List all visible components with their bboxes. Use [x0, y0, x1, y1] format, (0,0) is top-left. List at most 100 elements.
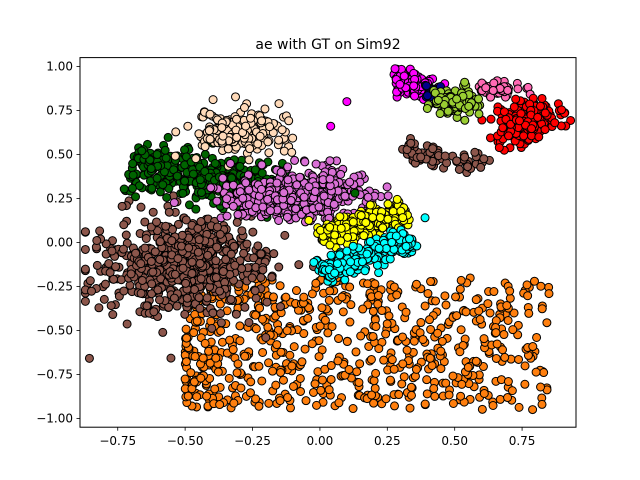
data-point: [440, 151, 450, 161]
data-point: [228, 201, 238, 211]
data-point: [163, 132, 173, 142]
data-point: [137, 146, 147, 156]
data-point: [136, 202, 146, 212]
data-point: [491, 353, 501, 363]
data-point: [216, 326, 226, 336]
data-point: [405, 403, 415, 413]
data-point: [368, 331, 378, 341]
data-point: [539, 368, 549, 378]
data-point: [177, 230, 187, 240]
data-point: [131, 248, 141, 258]
data-point: [246, 377, 256, 387]
data-point: [471, 356, 481, 366]
data-point: [122, 319, 132, 329]
data-point: [503, 393, 513, 403]
data-point: [203, 250, 213, 260]
data-point: [464, 101, 474, 111]
data-point: [528, 405, 538, 415]
data-point: [500, 352, 510, 362]
data-point: [333, 356, 343, 366]
data-point: [383, 199, 393, 209]
data-point: [239, 248, 249, 258]
data-point: [216, 308, 226, 318]
data-point: [406, 138, 416, 148]
data-point: [532, 332, 542, 342]
data-point: [140, 243, 150, 253]
data-point: [361, 218, 371, 228]
data-point: [335, 212, 345, 222]
data-point: [433, 328, 443, 338]
x-tick-label: −0.25: [234, 434, 271, 448]
data-point: [457, 379, 467, 389]
data-point: [524, 308, 534, 318]
data-point: [282, 212, 292, 222]
data-point: [492, 339, 502, 349]
data-point: [373, 299, 383, 309]
data-point: [208, 308, 218, 318]
data-point: [534, 132, 544, 142]
data-point: [80, 244, 90, 254]
data-point: [180, 309, 190, 319]
data-point: [189, 285, 199, 295]
data-point: [397, 379, 407, 389]
data-point: [274, 135, 284, 145]
data-point: [178, 188, 188, 198]
data-point: [390, 64, 400, 74]
data-point: [137, 275, 147, 285]
data-point: [368, 213, 378, 223]
data-point: [334, 398, 344, 408]
data-point: [118, 244, 128, 254]
data-point: [398, 213, 408, 223]
data-point: [312, 400, 322, 410]
data-point: [513, 84, 523, 94]
y-tick-label: 0.25: [46, 191, 73, 205]
data-point: [529, 276, 539, 286]
data-point: [172, 301, 182, 311]
data-point: [275, 396, 285, 406]
data-point: [519, 131, 529, 141]
data-point: [254, 401, 264, 411]
data-point: [460, 77, 470, 87]
data-point: [136, 288, 146, 298]
data-point: [195, 259, 205, 269]
data-point: [233, 210, 243, 219]
data-point: [410, 91, 420, 101]
data-point: [256, 184, 266, 194]
y-tick-label: −0.25: [36, 279, 73, 293]
data-point: [229, 241, 239, 251]
data-point: [258, 202, 268, 212]
data-point: [474, 94, 484, 104]
data-point: [245, 388, 255, 398]
data-point: [276, 167, 286, 177]
data-point: [338, 307, 348, 317]
data-point: [169, 293, 179, 303]
data-point: [152, 217, 162, 227]
data-point: [264, 148, 274, 158]
data-point: [406, 390, 416, 400]
data-point: [550, 118, 560, 128]
data-point: [257, 116, 267, 126]
data-point: [222, 194, 232, 204]
data-point: [307, 289, 317, 299]
data-point: [362, 249, 372, 259]
data-point: [444, 390, 454, 400]
data-point: [411, 364, 421, 374]
data-point: [373, 291, 383, 301]
data-point: [183, 121, 193, 131]
data-point: [401, 241, 411, 251]
data-point: [154, 295, 164, 305]
data-point: [242, 239, 252, 249]
data-point: [190, 351, 200, 361]
data-point: [365, 237, 375, 247]
data-point: [136, 259, 146, 269]
data-point: [212, 222, 222, 232]
data-point: [479, 388, 489, 398]
data-point: [309, 257, 319, 267]
data-point: [369, 376, 379, 386]
data-point: [194, 235, 204, 245]
data-point: [371, 368, 381, 378]
data-point: [537, 399, 547, 409]
data-point: [448, 371, 458, 381]
data-point: [345, 317, 355, 327]
data-point: [456, 325, 466, 335]
